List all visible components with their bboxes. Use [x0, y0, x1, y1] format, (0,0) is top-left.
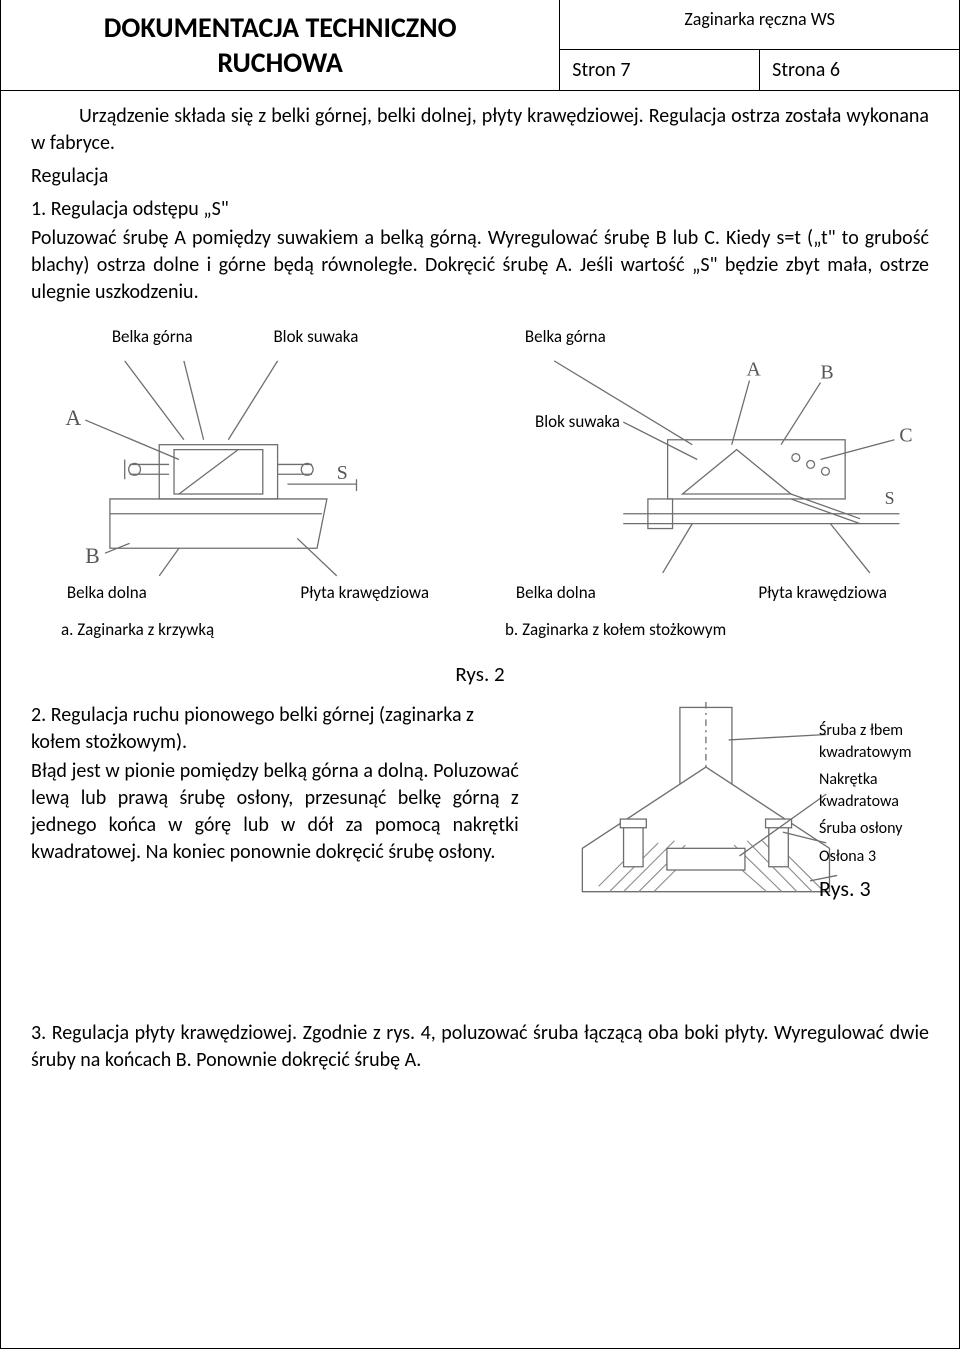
svg-text:S: S — [337, 462, 348, 484]
fig2-main-caption: Rys. 2 — [31, 660, 929, 688]
fig2-caption-b: b. Zaginarka z kołem stożkowym — [485, 619, 929, 642]
section2-wrap: 2. Regulacja ruchu pionowego belki górne… — [31, 702, 929, 930]
label-plyta-left: Płyta krawędziowa — [300, 582, 480, 605]
figure-2: Belka górna Blok suwaka Belka górna — [31, 326, 929, 688]
fig3-label-sruba-oslony: Śruba osłony — [819, 818, 929, 840]
header-meta: Zaginarka ręczna WS Stron 7 Strona 6 — [559, 0, 959, 90]
title-line2: RUCHOWA — [217, 45, 343, 80]
svg-text:C: C — [899, 425, 912, 447]
header-title-block: DOKUMENTACJA TECHNICZNO RUCHOWA — [1, 0, 559, 90]
label-belka-dolna-right: Belka dolna — [516, 582, 678, 605]
section2-body: Błąd jest w pionie pomiędzy belką górna … — [31, 758, 519, 866]
section1-body: Poluzować śrubę A pomiędzy suwakiem a be… — [31, 225, 929, 306]
page-content: Urządzenie składa się z belki górnej, be… — [1, 91, 959, 1104]
label-blok-suwaka-right: Blok suwaka — [535, 411, 620, 434]
fig3-label-nakretka: Nakrętka kwadratowa — [819, 769, 929, 812]
fig3-labels: Śruba z łbem kwadratowym Nakrętka kwadra… — [819, 720, 929, 903]
regulacja-label: Regulacja — [31, 163, 929, 190]
section2-title: 2. Regulacja ruchu pionowego belki górne… — [31, 702, 519, 756]
fig2-diagram-a: A — [31, 351, 465, 578]
intro-paragraph: Urządzenie składa się z belki górnej, be… — [31, 103, 929, 157]
fig3-label-sruba-lbem: Śruba z łbem kwadratowym — [819, 720, 929, 763]
figure-3: Śruba z łbem kwadratowym Nakrętka kwadra… — [539, 702, 929, 930]
label-belka-dolna-left: Belka dolna — [67, 582, 247, 605]
svg-text:A: A — [66, 406, 82, 430]
fig2-diagrams-row: A — [31, 351, 929, 578]
title-line1: DOKUMENTACJA TECHNICZNO — [104, 10, 457, 45]
section2-text: 2. Regulacja ruchu pionowego belki górne… — [31, 702, 519, 866]
device-name: Zaginarka ręczna WS — [560, 0, 959, 50]
fig2-sub-captions: a. Zaginarka z krzywką b. Zaginarka z ko… — [31, 619, 929, 642]
page-current: Strona 6 — [760, 50, 959, 90]
fig2a-svg: A — [31, 351, 465, 578]
fig2-bottom-labels: Belka dolna Płyta krawędziowa Belka doln… — [31, 582, 929, 605]
fig2-top-labels: Belka górna Blok suwaka Belka górna — [31, 326, 929, 349]
svg-text:S: S — [885, 488, 895, 508]
document-page: DOKUMENTACJA TECHNICZNO RUCHOWA Zaginark… — [0, 0, 960, 1349]
svg-text:B: B — [85, 544, 99, 568]
label-belka-gorna-right: Belka górna — [525, 326, 705, 349]
label-blok-suwaka-left: Blok suwaka — [273, 326, 453, 349]
fig3-label-oslona: Osłona 3 — [819, 846, 929, 868]
label-belka-gorna-left: Belka górna — [112, 326, 274, 349]
fig3-caption: Rys. 3 — [819, 874, 929, 904]
fig2b-svg: A B C — [495, 351, 929, 578]
pages-total: Stron 7 — [560, 50, 760, 90]
page-header: DOKUMENTACJA TECHNICZNO RUCHOWA Zaginark… — [1, 0, 959, 91]
page-info: Stron 7 Strona 6 — [560, 50, 959, 90]
svg-text:A: A — [747, 359, 762, 381]
label-plyta-right: Płyta krawędziowa — [758, 582, 929, 605]
section1-title: 1. Regulacja odstępu „S" — [31, 196, 929, 223]
section3-text: 3. Regulacja płyty krawędziowej. Zgodnie… — [31, 1020, 929, 1074]
fig2-diagram-b: Blok suwaka A B C — [495, 351, 929, 578]
fig2-caption-a: a. Zaginarka z krzywką — [31, 619, 485, 642]
svg-text:B: B — [820, 362, 833, 384]
